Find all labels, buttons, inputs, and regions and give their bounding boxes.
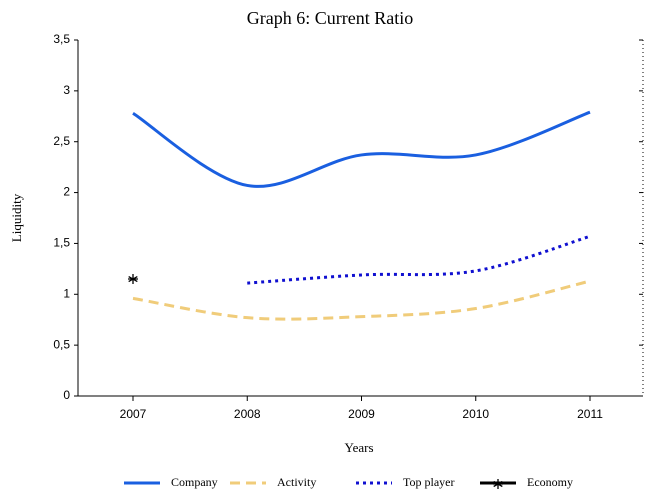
legend-label: Company bbox=[171, 475, 218, 489]
series-line bbox=[132, 110, 591, 188]
y-tick-label: 0,5 bbox=[53, 337, 70, 351]
x-axis-label: Years bbox=[344, 440, 373, 455]
series-line bbox=[247, 234, 591, 285]
y-tick-label: 1,5 bbox=[53, 236, 70, 250]
y-axis-label: Liquidity bbox=[9, 193, 24, 242]
legend-label: Economy bbox=[527, 475, 573, 489]
legend-label: Activity bbox=[277, 475, 316, 489]
y-tick-label: 3 bbox=[63, 83, 70, 97]
x-tick-label: 2011 bbox=[577, 407, 603, 421]
legend-star bbox=[493, 479, 503, 489]
x-tick-label: 2008 bbox=[234, 407, 261, 421]
y-tick-label: 1 bbox=[63, 286, 70, 300]
x-tick-label: 2009 bbox=[348, 407, 375, 421]
x-tick-label: 2007 bbox=[120, 407, 147, 421]
y-tick-label: 2 bbox=[63, 185, 70, 199]
star-marker bbox=[128, 274, 138, 285]
series-line bbox=[132, 279, 591, 321]
y-tick-label: 0 bbox=[63, 388, 70, 402]
legend-label: Top player bbox=[403, 475, 454, 489]
x-tick-label: 2010 bbox=[462, 407, 489, 421]
chart-title: Graph 6: Current Ratio bbox=[247, 8, 413, 28]
y-tick-label: 3,5 bbox=[53, 32, 70, 46]
y-tick-label: 2,5 bbox=[53, 134, 70, 148]
